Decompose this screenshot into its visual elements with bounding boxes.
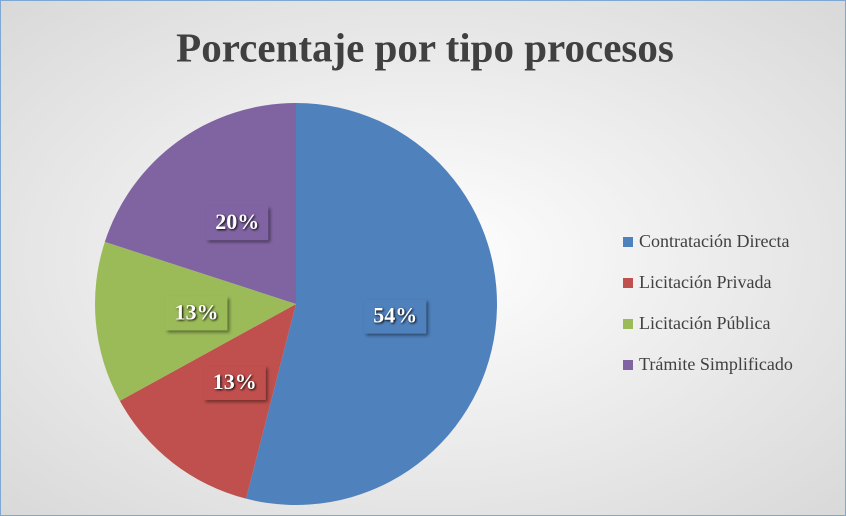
pie-slice — [119, 304, 296, 499]
data-label: 13% — [174, 299, 218, 324]
data-label: 13% — [213, 369, 257, 394]
data-label-box — [364, 299, 427, 334]
pie-slice — [104, 103, 296, 304]
chart-title: Porcentaje por tipo procesos — [176, 24, 674, 70]
legend-label: Licitación Privada — [639, 272, 771, 292]
legend-marker — [623, 278, 633, 288]
legend-label: Trámite Simplificado — [639, 354, 793, 374]
data-label-box — [203, 366, 266, 401]
legend-label: Licitación Pública — [639, 313, 770, 333]
legend-label: Contratación Directa — [639, 231, 789, 251]
data-label: 54% — [373, 303, 417, 328]
legend-marker — [623, 319, 633, 329]
data-label-box — [206, 206, 269, 241]
data-label: 20% — [215, 209, 259, 234]
data-label-box — [165, 296, 228, 331]
legend-marker — [623, 237, 633, 247]
legend-marker — [623, 360, 633, 370]
